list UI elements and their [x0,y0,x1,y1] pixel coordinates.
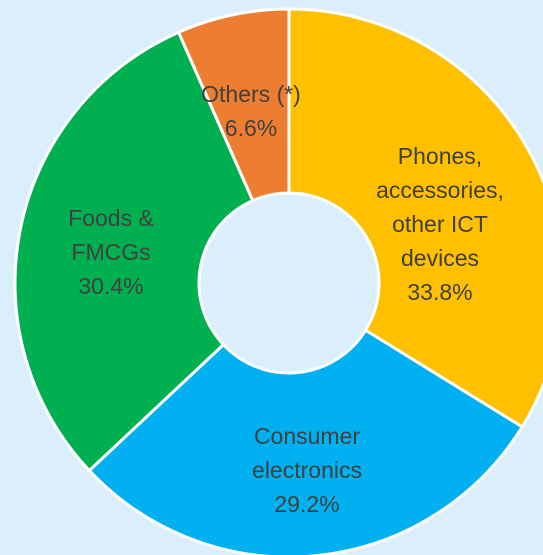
slice-1 [87,328,524,555]
slice-1-label-line-0: Consumer [254,423,360,449]
slice-1-label-line-1: electronics [252,457,362,483]
slice-2-label-line-2: 30.4% [78,273,143,299]
slice-0-label-line-3: devices [401,245,479,271]
slice-0-label-line-1: accessories, [376,177,504,203]
slice-2 [13,30,255,473]
slice-3-label-line-1: 6.6% [225,115,277,141]
slice-0-label-line-0: Phones, [398,143,482,169]
slice-2-label-line-0: Foods & [68,205,154,231]
slice-3-label-line-0: Others (*) [201,81,301,107]
slice-3 [177,7,291,203]
slice-0 [287,7,543,429]
slice-1-label-line-2: 29.2% [274,491,339,517]
slice-0-label-line-4: 33.8% [407,279,472,305]
slice-0-label-line-2: other ICT [392,211,488,237]
slice-2-label-line-1: FMCGs [71,239,150,265]
